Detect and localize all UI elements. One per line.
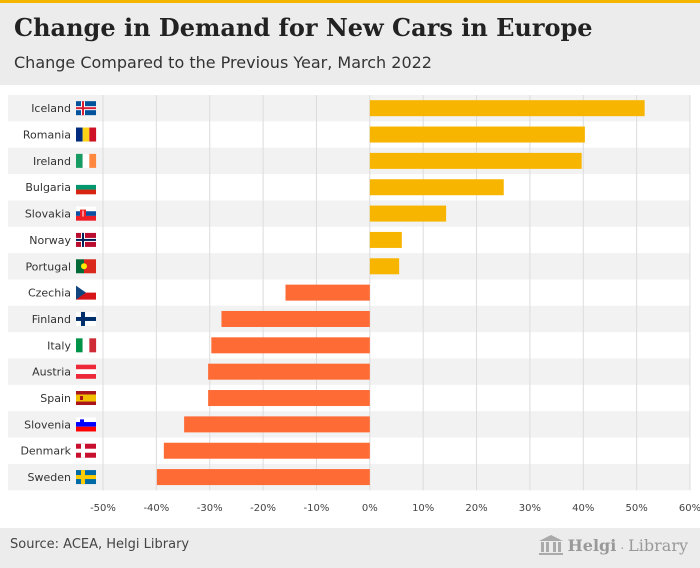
x-tick-label: -10% — [304, 503, 330, 514]
austria-flag-icon — [76, 364, 96, 379]
iceland-flag-icon — [76, 101, 96, 116]
chart-title: Change in Demand for New Cars in Europe — [14, 13, 593, 42]
category-label: Portugal — [25, 260, 71, 273]
norway-flag-icon — [76, 232, 96, 247]
spain-flag-icon — [76, 391, 96, 406]
bar-austria — [208, 363, 370, 380]
row-band — [8, 253, 690, 280]
czechia-flag-icon — [76, 285, 96, 300]
ireland-flag-icon — [76, 153, 97, 168]
romania-flag-icon — [76, 127, 97, 142]
row-band — [8, 147, 690, 175]
bar-ireland — [369, 152, 582, 169]
chart-footer: Source: ACEA, Helgi Library Helgi. Librar… — [0, 528, 700, 568]
slovakia-flag-icon — [76, 206, 96, 221]
x-tick-label: -30% — [197, 503, 223, 514]
category-label: Czechia — [28, 287, 71, 300]
finland-flag-icon — [76, 311, 96, 326]
x-tick-label: -50% — [90, 503, 116, 514]
category-label: Romania — [23, 129, 71, 142]
portugal-flag-icon — [76, 259, 96, 274]
sweden-flag-icon — [76, 470, 96, 485]
italy-flag-icon — [76, 338, 97, 353]
chart-header: Change in Demand for New Cars in Europe … — [0, 3, 700, 85]
x-tick-label: -20% — [250, 503, 276, 514]
brand-name-part1: Helgi — [567, 535, 617, 555]
bar-iceland — [369, 100, 645, 117]
denmark-flag-icon — [76, 443, 96, 458]
category-label: Bulgaria — [25, 181, 71, 194]
x-tick-label: 10% — [412, 503, 434, 514]
brand-name-part2: Library — [628, 535, 688, 555]
x-tick-label: -40% — [143, 503, 169, 514]
bar-denmark — [163, 442, 370, 459]
category-label: Denmark — [20, 445, 71, 458]
bar-sweden — [156, 469, 370, 486]
category-label: Iceland — [31, 102, 71, 115]
bar-norway — [369, 231, 402, 248]
category-label: Italy — [47, 339, 71, 352]
category-label: Sweden — [28, 471, 71, 484]
brand-dot: . — [620, 538, 625, 552]
x-tick-label: 30% — [519, 503, 541, 514]
category-label: Ireland — [33, 155, 71, 168]
top-accent-rule — [0, 0, 700, 3]
helgi-library-logo: Helgi. Library — [538, 534, 688, 556]
category-label: Slovakia — [25, 208, 71, 221]
bar-chart: Iceland Romania Ireland Bulgaria Slovakia Nor… — [8, 95, 700, 514]
x-tick-label: 40% — [572, 503, 594, 514]
bar-slovenia — [184, 416, 370, 433]
bar-italy — [211, 337, 370, 354]
bar-romania — [369, 126, 585, 143]
library-building-icon — [538, 535, 563, 555]
slovenia-flag-icon — [76, 417, 96, 432]
bar-spain — [208, 390, 370, 407]
bar-bulgaria — [369, 179, 504, 196]
category-label: Norway — [29, 234, 71, 247]
bar-slovakia — [369, 205, 447, 222]
x-tick-label: 20% — [465, 503, 487, 514]
chart-subtitle: Change Compared to the Previous Year, Ma… — [14, 53, 432, 72]
category-label: Slovenia — [24, 418, 71, 431]
category-label: Spain — [40, 392, 71, 405]
row-band — [8, 200, 690, 227]
source-note: Source: ACEA, Helgi Library — [10, 537, 190, 552]
bulgaria-flag-icon — [76, 180, 96, 195]
bar-portugal — [369, 258, 400, 275]
category-label: Austria — [32, 366, 71, 379]
bar-czechia — [285, 284, 370, 301]
x-tick-label: 50% — [626, 503, 648, 514]
category-label: Finland — [32, 313, 71, 326]
bar-finland — [221, 310, 370, 327]
x-tick-label: 0% — [362, 503, 378, 514]
x-tick-label: 60% — [679, 503, 700, 514]
